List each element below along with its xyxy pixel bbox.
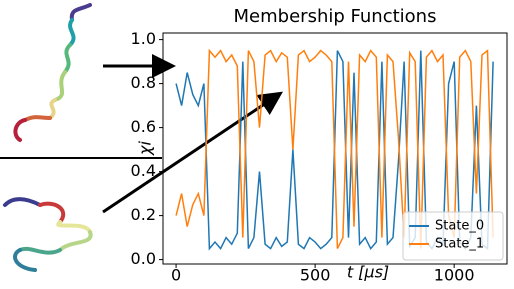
legend-box bbox=[402, 211, 504, 261]
y-tick-label: 1.0 bbox=[131, 29, 156, 48]
y-tick-label: 0.2 bbox=[131, 205, 156, 224]
chart-title: Membership Functions bbox=[234, 6, 437, 27]
axes-frame bbox=[162, 32, 508, 265]
legend-label: State_1 bbox=[435, 237, 484, 252]
y-tick-label: 0.0 bbox=[131, 249, 156, 268]
y-tick-label: 0.8 bbox=[131, 73, 156, 92]
y-tick-label: 0.6 bbox=[131, 117, 156, 136]
protein-bottom bbox=[3, 197, 93, 272]
x-axis-label: t [μs] bbox=[347, 263, 389, 282]
legend-label: State_0 bbox=[435, 219, 484, 234]
y-tick-label: 0.4 bbox=[131, 161, 156, 180]
x-tick-label: 1000 bbox=[434, 266, 475, 285]
x-tick-label: 0 bbox=[171, 266, 181, 285]
series-line bbox=[175, 48, 494, 249]
x-tick-label: 500 bbox=[300, 266, 331, 285]
y-axis-label: χi bbox=[136, 140, 155, 155]
protein-top bbox=[13, 3, 92, 142]
arrow bbox=[102, 91, 283, 214]
